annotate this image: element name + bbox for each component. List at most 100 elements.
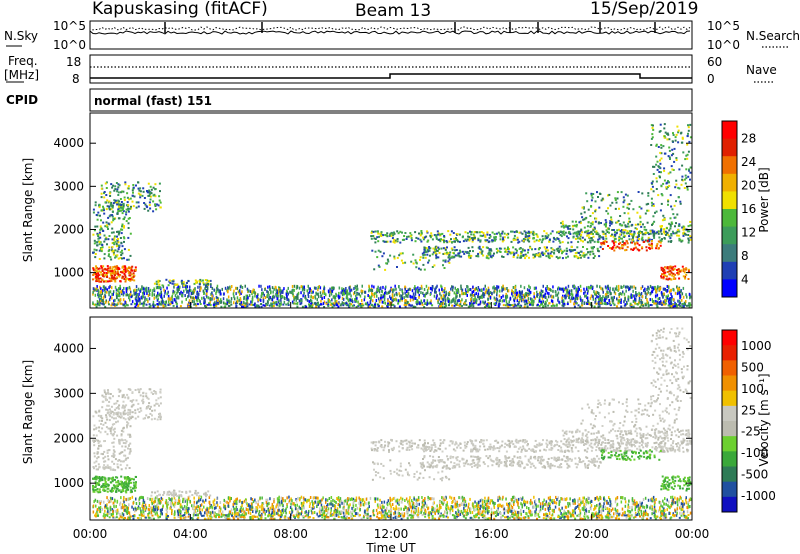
data-point bbox=[262, 298, 265, 302]
data-point bbox=[198, 281, 201, 284]
data-point bbox=[681, 292, 684, 296]
data-point bbox=[626, 242, 629, 245]
data-point bbox=[107, 228, 109, 230]
data-point bbox=[404, 302, 407, 305]
data-point bbox=[404, 499, 406, 502]
data-point bbox=[229, 287, 232, 291]
data-point bbox=[433, 501, 435, 505]
data-point bbox=[182, 283, 185, 286]
data-point bbox=[333, 302, 335, 305]
data-point bbox=[655, 188, 658, 190]
data-point bbox=[446, 241, 449, 244]
data-point bbox=[110, 221, 113, 224]
data-point bbox=[230, 303, 233, 306]
data-point bbox=[114, 298, 116, 302]
data-point bbox=[262, 304, 265, 307]
data-point bbox=[155, 208, 158, 211]
data-point bbox=[246, 294, 249, 298]
data-point bbox=[206, 285, 209, 289]
data-point bbox=[209, 304, 212, 307]
data-point bbox=[443, 239, 445, 242]
data-point bbox=[635, 236, 638, 238]
data-point bbox=[598, 305, 601, 308]
data-point bbox=[367, 513, 369, 517]
data-point bbox=[105, 273, 108, 276]
data-point bbox=[331, 302, 333, 305]
data-point bbox=[664, 131, 667, 134]
data-point bbox=[650, 197, 653, 200]
data-point bbox=[160, 293, 163, 297]
data-point bbox=[595, 290, 597, 294]
data-point bbox=[415, 266, 418, 269]
data-point bbox=[663, 169, 666, 172]
data-point bbox=[678, 302, 681, 305]
data-point bbox=[213, 303, 216, 306]
data-point bbox=[538, 252, 541, 255]
data-point bbox=[650, 240, 653, 242]
data-point bbox=[624, 193, 627, 196]
colorbar-swatch bbox=[722, 173, 737, 192]
data-point bbox=[424, 256, 427, 259]
data-point bbox=[518, 293, 521, 297]
data-point bbox=[204, 304, 206, 307]
data-point bbox=[590, 285, 593, 289]
data-point bbox=[102, 300, 105, 304]
data-point bbox=[328, 299, 330, 302]
data-point bbox=[149, 288, 152, 292]
data-point bbox=[538, 305, 541, 307]
data-point bbox=[591, 223, 594, 226]
data-point bbox=[672, 303, 675, 306]
data-point bbox=[548, 240, 551, 243]
data-point bbox=[590, 294, 593, 298]
data-point bbox=[110, 208, 113, 211]
data-point bbox=[509, 502, 512, 506]
data-point bbox=[653, 232, 656, 235]
data-point bbox=[557, 496, 559, 500]
data-point bbox=[663, 218, 666, 221]
data-point bbox=[574, 297, 577, 301]
data-point bbox=[145, 286, 148, 290]
data-point bbox=[665, 295, 667, 299]
data-point bbox=[622, 229, 625, 232]
data-point bbox=[244, 509, 246, 513]
data-point bbox=[471, 290, 473, 294]
data-point bbox=[287, 286, 289, 290]
data-point bbox=[396, 238, 399, 240]
data-point bbox=[128, 295, 130, 299]
data-point bbox=[116, 188, 119, 191]
data-point bbox=[271, 286, 274, 290]
data-point bbox=[301, 299, 303, 303]
data-point bbox=[668, 298, 671, 302]
data-point bbox=[670, 303, 673, 305]
data-point bbox=[652, 215, 655, 218]
data-point bbox=[634, 243, 637, 246]
data-point bbox=[667, 199, 670, 202]
data-point bbox=[111, 249, 113, 252]
data-point bbox=[532, 253, 535, 256]
data-point bbox=[667, 294, 669, 298]
data-point bbox=[135, 304, 138, 307]
data-point bbox=[286, 289, 288, 293]
data-point bbox=[401, 294, 403, 298]
data-point bbox=[408, 287, 411, 291]
data-point bbox=[331, 286, 333, 290]
data-point bbox=[533, 295, 535, 299]
data-point bbox=[592, 246, 594, 249]
data-point bbox=[450, 300, 452, 304]
data-point bbox=[193, 300, 196, 304]
data-point bbox=[513, 252, 516, 255]
data-point bbox=[505, 300, 508, 304]
data-point bbox=[106, 288, 108, 292]
data-point bbox=[452, 232, 455, 234]
data-point bbox=[233, 289, 235, 293]
data-point bbox=[392, 288, 394, 292]
data-point bbox=[607, 245, 610, 247]
data-point bbox=[209, 279, 212, 282]
data-point bbox=[523, 299, 526, 303]
data-point bbox=[621, 496, 623, 500]
data-point bbox=[381, 290, 383, 294]
data-point bbox=[206, 506, 208, 510]
data-point bbox=[672, 152, 675, 155]
data-point bbox=[516, 256, 519, 259]
nsky-panel bbox=[89, 20, 693, 50]
